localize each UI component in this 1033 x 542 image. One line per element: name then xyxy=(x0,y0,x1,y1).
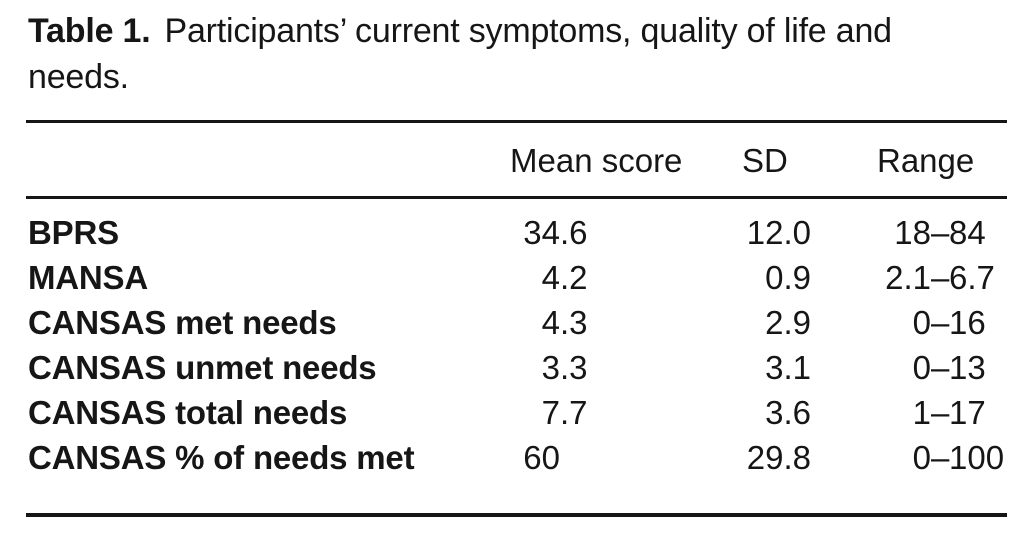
column-header-mean-score: Mean score xyxy=(510,142,683,179)
mean-score-cell: 3.3 xyxy=(460,345,610,390)
range-cell: 0–16 xyxy=(845,300,986,345)
sd-cell: 2.9 xyxy=(765,304,811,341)
table-caption-label: Table 1. xyxy=(28,12,151,50)
row-label: CANSAS unmet needs xyxy=(28,349,377,386)
mean-score-cell: 4.3 xyxy=(460,300,610,345)
mean-score-decimal: .3 xyxy=(560,304,588,341)
table-top-rule xyxy=(26,120,1007,123)
range-dash: – xyxy=(931,259,950,296)
range-max: 84 xyxy=(949,214,986,251)
mean-score-cell: 34.6 xyxy=(460,210,610,255)
table-row: CANSAS total needs 7.7 3.6 1–17 xyxy=(0,390,1033,435)
range-max: 13 xyxy=(949,349,986,386)
table-caption-text-line2: needs. xyxy=(28,58,129,96)
mean-score-value: 3 xyxy=(541,349,560,386)
mean-score-decimal: .3 xyxy=(560,349,588,386)
mean-score-cell: 4.2 xyxy=(460,255,610,300)
sd-cell: 29.8 xyxy=(746,439,811,476)
mean-score-value: 7 xyxy=(541,394,560,431)
mean-score-value: 34 xyxy=(523,214,560,251)
range-min: 0 xyxy=(912,349,931,386)
sd-cell: 0.9 xyxy=(765,259,811,296)
mean-score-decimal: .6 xyxy=(560,214,588,251)
sd-cell: 12.0 xyxy=(746,214,811,251)
range-min: 2.1 xyxy=(885,259,931,296)
row-label: CANSAS total needs xyxy=(28,394,348,431)
range-min: 0 xyxy=(912,304,931,341)
range-cell: 0–100 xyxy=(845,435,1004,480)
table-row: BPRS 34.6 12.0 18–84 xyxy=(0,210,1033,255)
mean-score-decimal: .2 xyxy=(560,259,588,296)
table-header-row: Mean score SD Range xyxy=(0,138,1033,183)
range-max: 17 xyxy=(949,394,986,431)
range-dash: – xyxy=(931,349,950,386)
range-max: 16 xyxy=(949,304,986,341)
table-row: MANSA 4.2 0.9 2.1–6.7 xyxy=(0,255,1033,300)
range-max: 6.7 xyxy=(949,259,995,296)
range-min: 18 xyxy=(894,214,931,251)
table-row: CANSAS % of needs met 60 29.8 0–100 xyxy=(0,435,1033,480)
range-cell: 1–17 xyxy=(845,390,986,435)
column-header-range: Range xyxy=(877,142,975,179)
range-min: 0 xyxy=(912,439,931,476)
table-caption-text-line1: Participants’ current symptoms, quality … xyxy=(164,12,892,50)
row-label: CANSAS % of needs met xyxy=(28,439,415,476)
table-caption-line-1: Table 1. Participants’ current symptoms, … xyxy=(28,8,988,54)
range-dash: – xyxy=(931,394,950,431)
range-dash: – xyxy=(931,214,950,251)
range-cell: 18–84 xyxy=(845,210,986,255)
mean-score-decimal: .7 xyxy=(560,394,588,431)
mean-score-value: 4 xyxy=(541,259,560,296)
range-cell: 0–13 xyxy=(845,345,986,390)
mean-score-cell: 60 xyxy=(460,435,610,480)
range-dash: – xyxy=(931,304,950,341)
column-header-sd: SD xyxy=(742,142,788,179)
row-label: MANSA xyxy=(28,259,148,296)
table-header-rule xyxy=(26,196,1007,199)
mean-score-value: 4 xyxy=(541,304,560,341)
table-row: CANSAS unmet needs 3.3 3.1 0–13 xyxy=(0,345,1033,390)
table-row: CANSAS met needs 4.3 2.9 0–16 xyxy=(0,300,1033,345)
table-caption: Table 1. Participants’ current symptoms, … xyxy=(28,8,988,100)
sd-cell: 3.6 xyxy=(765,394,811,431)
range-min: 1 xyxy=(912,394,931,431)
row-label: CANSAS met needs xyxy=(28,304,337,341)
table-bottom-rule xyxy=(26,513,1007,517)
sd-cell: 3.1 xyxy=(765,349,811,386)
row-label: BPRS xyxy=(28,214,119,251)
mean-score-cell: 7.7 xyxy=(460,390,610,435)
range-cell: 2.1–6.7 xyxy=(845,255,995,300)
table-caption-line-2: needs. xyxy=(28,54,988,100)
mean-score-value: 60 xyxy=(523,439,560,476)
table-body: BPRS 34.6 12.0 18–84 MANSA 4.2 0.9 2.1–6.7 CANSA… xyxy=(0,210,1033,480)
range-max: 100 xyxy=(949,439,1005,476)
range-dash: – xyxy=(931,439,950,476)
